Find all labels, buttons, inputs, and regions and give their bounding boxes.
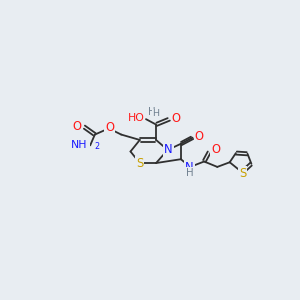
Text: 2: 2 <box>94 142 99 152</box>
Text: S: S <box>136 157 143 169</box>
Text: S: S <box>239 167 247 180</box>
Text: O: O <box>73 120 82 133</box>
Text: ₂: ₂ <box>96 143 100 152</box>
Text: O: O <box>105 121 114 134</box>
Text: NH: NH <box>73 141 89 151</box>
Text: O: O <box>211 143 220 157</box>
Text: H: H <box>153 109 160 118</box>
Text: NH: NH <box>70 140 87 150</box>
Text: N: N <box>185 161 194 174</box>
Text: N: N <box>164 143 173 157</box>
Text: O: O <box>172 112 181 125</box>
Text: HO: HO <box>128 113 145 123</box>
Text: O: O <box>195 130 204 143</box>
Text: H: H <box>186 168 193 178</box>
Text: H: H <box>148 107 155 117</box>
